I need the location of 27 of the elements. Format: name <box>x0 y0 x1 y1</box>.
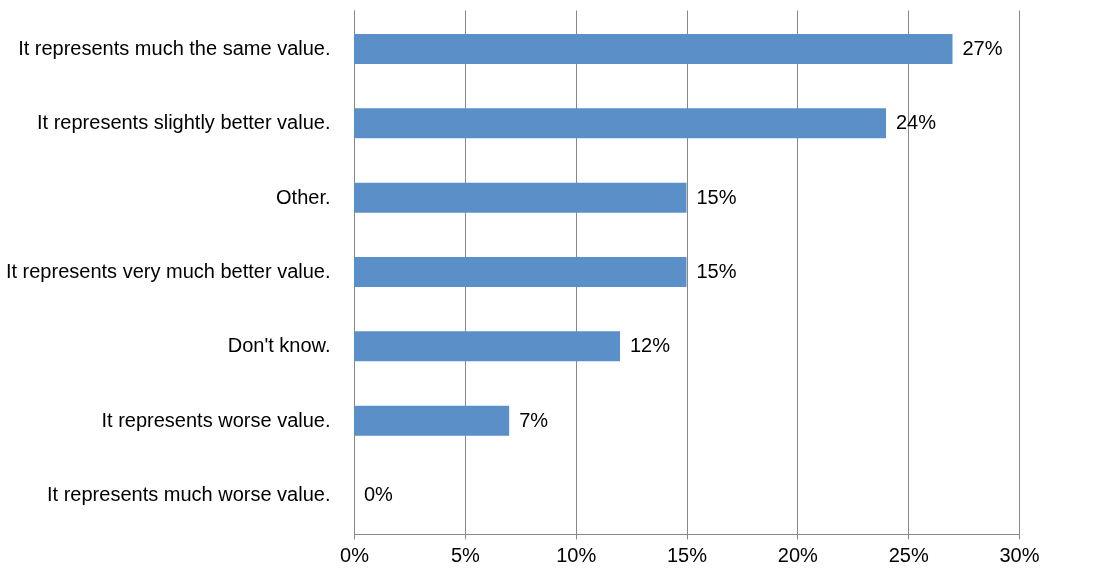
bar <box>354 257 687 287</box>
bar <box>354 182 687 213</box>
x-tick-label: 15% <box>666 543 708 566</box>
bar <box>354 405 510 436</box>
data-label: 27% <box>962 37 1003 60</box>
y-tick-label: It represents worse value. <box>101 408 331 431</box>
data-label: 24% <box>896 111 937 134</box>
y-tick-label: It represents much worse value. <box>47 482 331 505</box>
bar <box>354 331 620 362</box>
y-tick-label: It represents slightly better value. <box>37 111 331 134</box>
bar <box>354 108 886 139</box>
x-tick-label: 20% <box>777 543 819 566</box>
x-tick-label: 10% <box>556 543 597 566</box>
data-label: 7% <box>519 408 549 431</box>
x-tick-label: 0% <box>340 543 370 566</box>
y-tick-label: It represents much the same value. <box>18 37 331 60</box>
x-tick-label: 30% <box>999 543 1040 566</box>
data-label: 15% <box>696 260 737 282</box>
data-label: 12% <box>630 334 671 357</box>
y-tick-label: Other. <box>276 185 331 208</box>
x-tick-label: 25% <box>888 543 929 566</box>
y-tick-label: It represents very much better value. <box>5 260 331 282</box>
y-tick-label: Don't know. <box>227 334 331 357</box>
bar <box>354 34 953 65</box>
data-label: 0% <box>364 482 394 505</box>
x-tick-label: 5% <box>450 543 480 566</box>
data-label: 15% <box>696 185 737 208</box>
